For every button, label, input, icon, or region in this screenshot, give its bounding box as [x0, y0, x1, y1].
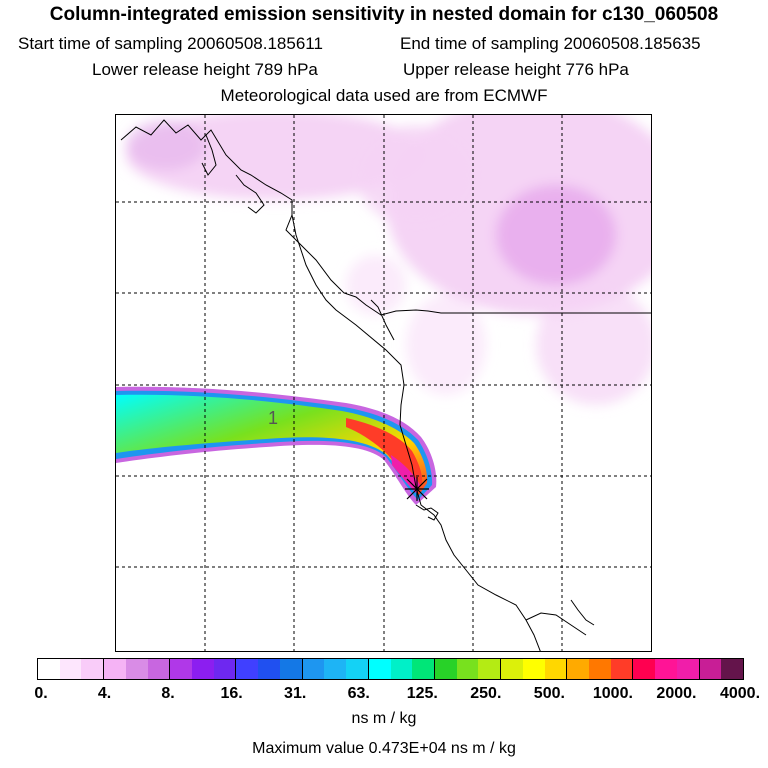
colorbar-tick-label: 16.	[220, 685, 243, 702]
contour-label: 1	[268, 408, 278, 428]
colorbar-segment	[588, 659, 611, 679]
map-svg: 1	[116, 115, 651, 651]
colorbar-tick-label: 2000.	[656, 685, 697, 702]
colorbar-tick-label: 31.	[284, 685, 307, 702]
colorbar-segment	[632, 659, 656, 679]
colorbar-segment	[81, 659, 104, 679]
colorbar-segment	[676, 659, 699, 679]
colorbar-segment	[147, 659, 170, 679]
release-point-marker	[405, 477, 429, 501]
colorbar-segment	[500, 659, 523, 679]
colorbar-tick-label: 500.	[533, 685, 565, 702]
end-time-label: End time of sampling 20060508.185635	[400, 34, 701, 53]
start-time-label: Start time of sampling 20060508.185611	[18, 34, 323, 53]
colorbar-tick-label: 63.	[347, 685, 370, 702]
plot-title: Column-integrated emission sensitivity i…	[49, 4, 719, 25]
colorbar-tick-label: 4.	[97, 685, 112, 702]
lower-release-height-label: Lower release height 789 hPa	[92, 60, 318, 79]
colorbar-tick-label: 250.	[470, 685, 502, 702]
colorbar-segment	[610, 659, 633, 679]
maximum-value-label: Maximum value 0.473E+04 ns m / kg	[252, 740, 516, 757]
colorbar-segment	[522, 659, 545, 679]
colorbar-segment	[367, 659, 391, 679]
colorbar-segment	[412, 659, 434, 679]
colorbar-segment	[346, 659, 368, 679]
colorbar-segment	[169, 659, 193, 679]
map-panel: 1	[115, 114, 652, 652]
colorbar-segment	[478, 659, 501, 679]
colorbar-segment	[59, 659, 82, 679]
colorbar-tick-label: 125.	[406, 685, 438, 702]
colorbar-units: ns m / kg	[351, 710, 417, 727]
colorbar-segment	[721, 659, 743, 679]
colorbar-segment	[192, 659, 214, 679]
coastline	[120, 119, 651, 651]
upper-release-height-label: Upper release height 776 hPa	[403, 60, 629, 79]
colorbar-segment	[655, 659, 677, 679]
colorbar-segment	[125, 659, 148, 679]
colorbar-segment	[324, 659, 347, 679]
colorbar-segment	[235, 659, 259, 679]
colorbar-segment	[566, 659, 589, 679]
colorbar-segment	[258, 659, 280, 679]
met-data-label: Meteorological data used are from ECMWF	[220, 86, 548, 105]
colorbar-segment	[38, 659, 60, 679]
background-sensitivity	[126, 115, 651, 405]
colorbar-segment	[544, 659, 567, 679]
colorbar-segment	[698, 659, 722, 679]
colorbar-tick-label: 0.	[34, 685, 48, 702]
colorbar-tick-label: 8.	[161, 685, 175, 702]
colorbar-segment	[103, 659, 126, 679]
colorbar-segment	[301, 659, 325, 679]
colorbar	[37, 658, 744, 680]
colorbar-tick-label: 4000.	[719, 685, 761, 702]
colorbar-segment	[456, 659, 479, 679]
plume-max	[391, 455, 420, 493]
colorbar-segment	[390, 659, 413, 679]
colorbar-tick-label: 1000.	[592, 685, 633, 702]
colorbar-segment	[213, 659, 236, 679]
colorbar-segment	[279, 659, 302, 679]
colorbar-segment	[433, 659, 457, 679]
